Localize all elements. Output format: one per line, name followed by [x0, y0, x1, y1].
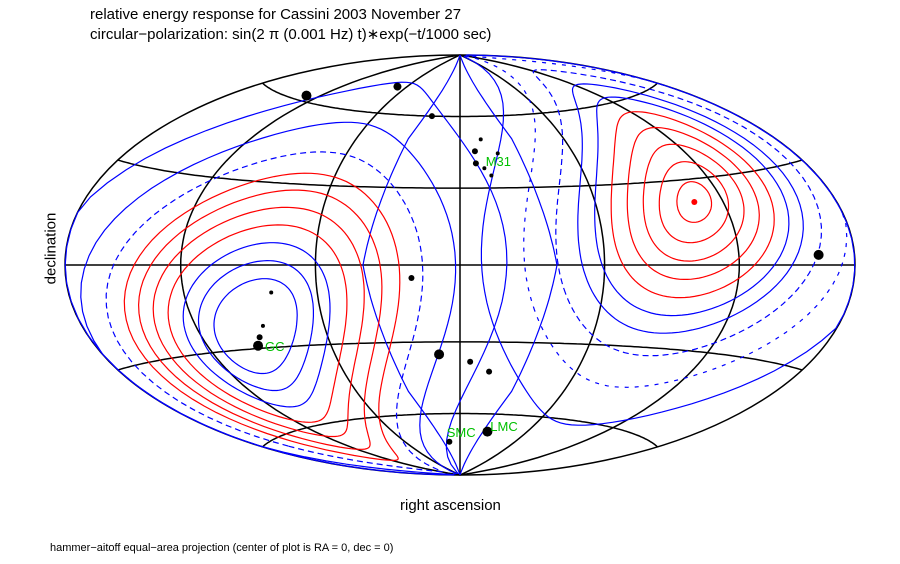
footer-caption: hammer−aitoff equal−area projection (cen…: [50, 542, 393, 554]
contour-ring: [214, 279, 297, 374]
hammer-aitoff-projection: [60, 50, 860, 480]
scatter-point: [261, 324, 265, 328]
scatter-point: [467, 359, 473, 365]
contour-ring: [183, 243, 330, 407]
scatter-point: [434, 349, 444, 359]
scatter-point: [489, 174, 493, 178]
scatter-point: [269, 291, 273, 295]
contour-ring: [573, 84, 804, 333]
galaxy-label-gc: GC: [265, 339, 285, 354]
figure-title: relative energy response for Cassini 200…: [90, 5, 491, 44]
scatter-point: [486, 369, 492, 375]
scatter-point: [472, 148, 478, 154]
contour-ring: [153, 207, 364, 436]
scatter-point: [479, 137, 483, 141]
galaxy-label-lmc: LMC: [490, 419, 517, 434]
scatter-point: [301, 91, 311, 101]
x-axis-label: right ascension: [400, 497, 501, 514]
scatter-point: [408, 275, 414, 281]
scatter-point: [253, 341, 263, 351]
scatter-point: [429, 113, 435, 119]
sky-map: M31 SMC LMC GC: [60, 50, 860, 480]
scatter-point: [393, 83, 401, 91]
scatter-point: [257, 334, 263, 340]
galaxy-label-m31: M31: [486, 154, 511, 169]
title-line1: relative energy response for Cassini 200…: [90, 5, 491, 25]
scatter-point: [814, 250, 824, 260]
galaxy-label-smc: SMC: [447, 425, 476, 440]
scatter-point: [473, 160, 479, 166]
y-axis-label: declination: [42, 213, 59, 285]
title-line2: circular−polarization: sin(2 π (0.001 Hz…: [90, 25, 491, 45]
peak-marker: [691, 199, 697, 205]
contour-ring: [595, 97, 789, 316]
